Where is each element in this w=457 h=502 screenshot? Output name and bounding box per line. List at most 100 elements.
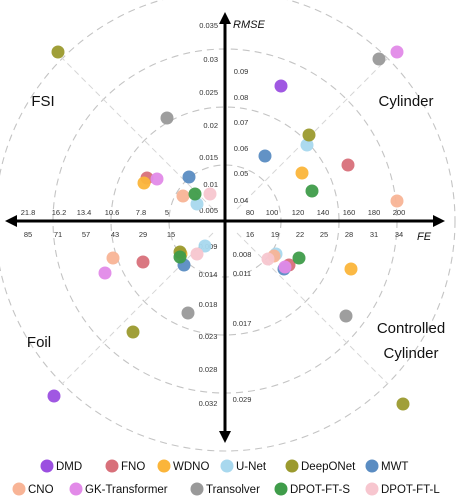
legend-label: U-Net (236, 461, 267, 473)
legend-marker (285, 459, 299, 473)
x-tick-right-upper: 120 (292, 208, 305, 217)
data-point (341, 158, 355, 172)
data-point (258, 149, 272, 163)
legend-label: FNO (121, 461, 145, 473)
tick-labels: 0.035 0.03 0.025 0.02 0.015 0.01 0.005 0.09 0.08… (21, 19, 432, 408)
y-tick-diag: 0.09 (234, 67, 249, 76)
data-point (261, 252, 275, 266)
legend-label: Transolver (206, 484, 260, 496)
x-tick-left-upper: 7.8 (136, 208, 146, 217)
y-tick-up: 0.01 (203, 180, 218, 189)
y-tick-diag: 0.04 (234, 196, 249, 205)
diagonal-line-3 (61, 232, 214, 385)
axes (5, 12, 445, 443)
x-tick-left-lower: 15 (167, 230, 175, 239)
legend-label: MWT (381, 461, 408, 473)
y-arrow-up (219, 12, 231, 24)
data-point (98, 266, 112, 280)
y-tick-down: 0.018 (199, 300, 218, 309)
y-tick-down-diag: 0.008 (233, 250, 252, 259)
x-tick-left-lower: 57 (82, 230, 90, 239)
legend-label: DeepONet (301, 461, 356, 473)
x-tick-left-upper: 21.8 (21, 208, 36, 217)
y-axis-title: RMSE (233, 19, 265, 31)
data-point (302, 128, 316, 142)
x-tick-right-upper: 180 (368, 208, 381, 217)
quadrant-label-foil: Foil (27, 334, 51, 351)
x-axis-title: FE (417, 231, 432, 243)
data-point (390, 45, 404, 59)
data-point (182, 170, 196, 184)
series-gk-transformer (98, 45, 404, 280)
x-tick-right-lower: 28 (345, 230, 353, 239)
y-tick-diag: 0.08 (234, 93, 249, 102)
legend-marker (105, 459, 119, 473)
y-tick-down: 0.023 (199, 332, 218, 341)
x-tick-left-lower: 85 (24, 230, 32, 239)
legend-marker (274, 482, 288, 496)
legend-marker (69, 482, 83, 496)
quadrant-labels: FSI Cylinder Foil Controlled Cylinder (27, 93, 445, 362)
x-tick-right-lower: 19 (271, 230, 279, 239)
y-tick-down-diag: 0.017 (233, 319, 252, 328)
quadrant-label-fsi: FSI (31, 93, 54, 110)
legend: DMD FNO WDNO U-Net DeepONet MWT CNO GK-Transfor… (12, 459, 440, 496)
y-tick-up: 0.015 (199, 153, 218, 162)
x-tick-right-upper: 80 (246, 208, 254, 217)
legend-label: DMD (56, 461, 82, 473)
diagonal-line-4 (61, 57, 214, 210)
series-dpot-ft-s (173, 184, 319, 265)
x-tick-right-lower: 34 (395, 230, 403, 239)
y-tick-diag: 0.07 (234, 118, 249, 127)
y-arrow-down (219, 431, 231, 443)
y-tick-up: 0.005 (199, 206, 218, 215)
data-point (278, 260, 292, 274)
data-point (372, 52, 386, 66)
grid-circle-4 (0, 0, 456, 452)
data-point (190, 247, 204, 261)
data-point (300, 138, 314, 152)
data-point (198, 239, 212, 253)
grid-circles (0, 0, 456, 452)
data-point (292, 251, 306, 265)
x-tick-right-upper: 200 (393, 208, 406, 217)
data-point (137, 176, 151, 190)
x-tick-right-lower: 22 (296, 230, 304, 239)
legend-marker (12, 482, 26, 496)
data-point (150, 172, 164, 186)
x-tick-left-upper: 5 (165, 208, 169, 217)
x-tick-right-lower: 25 (320, 230, 328, 239)
x-tick-left-lower: 71 (54, 230, 62, 239)
x-arrow-left (5, 215, 17, 227)
data-point (136, 255, 150, 269)
data-point (47, 389, 61, 403)
data-point (106, 251, 120, 265)
series-dpot-ft-l (190, 187, 275, 266)
legend-marker (365, 459, 379, 473)
legend-label: CNO (28, 484, 54, 496)
legend-marker (157, 459, 171, 473)
data-point (295, 166, 309, 180)
y-tick-down-diag: 0.011 (233, 269, 251, 278)
series-deeponet (51, 45, 410, 411)
data-point (396, 397, 410, 411)
x-arrow-right (433, 215, 445, 227)
diagonal-line-1 (236, 57, 389, 210)
diagonal-line-2 (236, 232, 389, 385)
quadrant-label-cylinder: Cylinder (378, 93, 433, 110)
data-point (390, 194, 404, 208)
y-tick-down: 0.014 (199, 270, 218, 279)
y-tick-diag: 0.05 (234, 169, 249, 178)
legend-marker (40, 459, 54, 473)
data-point (51, 45, 65, 59)
data-point (305, 184, 319, 198)
legend-label: GK-Transformer (85, 484, 168, 496)
legend-marker (190, 482, 204, 496)
data-point (190, 197, 204, 211)
x-tick-right-upper: 100 (266, 208, 279, 217)
y-tick-up: 0.03 (203, 55, 218, 64)
data-point (126, 325, 140, 339)
x-tick-right-lower: 16 (246, 230, 254, 239)
legend-label: DPOT-FT-S (290, 484, 350, 496)
